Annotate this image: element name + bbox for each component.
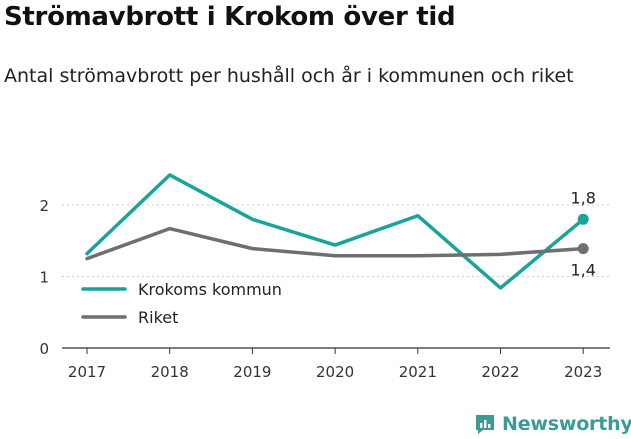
y-axis: 0 1 2 <box>39 197 49 358</box>
chart-title: Strömavbrott i Krokom över tid <box>4 2 456 32</box>
legend: Krokoms kommun Riket <box>81 280 282 327</box>
y-tick-label: 1 <box>39 269 49 287</box>
gridlines <box>62 204 610 277</box>
x-tick-label: 2023 <box>564 363 602 381</box>
end-labels: 1,8 1,4 <box>570 188 595 279</box>
x-tick-label: 2022 <box>481 363 519 381</box>
series-lines <box>85 173 589 290</box>
y-tick-label: 0 <box>39 340 49 358</box>
brand-logo: Newsworthy <box>474 409 631 439</box>
x-tick-label: 2017 <box>68 363 106 381</box>
legend-label: Krokoms kommun <box>138 280 282 299</box>
y-tick-label: 2 <box>39 197 49 215</box>
x-tick-label: 2021 <box>399 363 437 381</box>
brand-name: Newsworthy <box>502 413 631 435</box>
end-value-label: 1,4 <box>570 261 595 280</box>
series-line <box>85 173 585 290</box>
newsworthy-logo-icon <box>476 415 494 434</box>
x-axis: 2017 2018 2019 2020 2021 2022 2023 <box>62 347 610 381</box>
x-tick-label: 2020 <box>316 363 354 381</box>
series-line <box>85 226 585 261</box>
end-value-label: 1,8 <box>570 188 595 207</box>
x-tick-label: 2018 <box>151 363 189 381</box>
x-tick-label: 2019 <box>233 363 271 381</box>
end-point <box>577 213 589 225</box>
end-point <box>577 243 589 255</box>
legend-label: Riket <box>138 308 178 327</box>
chart-subtitle: Antal strömavbrott per hushåll och år i … <box>4 65 574 87</box>
